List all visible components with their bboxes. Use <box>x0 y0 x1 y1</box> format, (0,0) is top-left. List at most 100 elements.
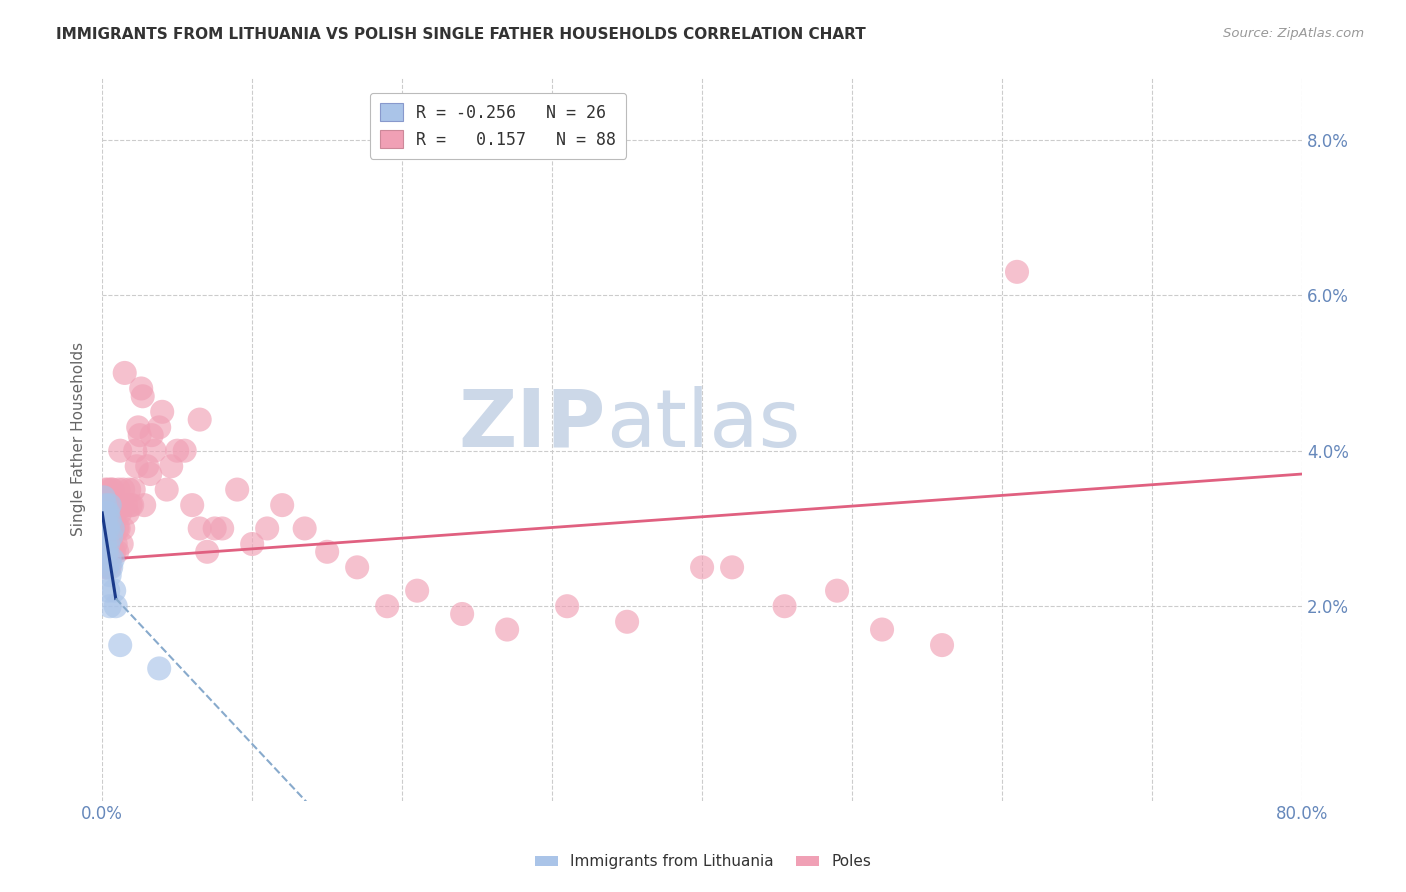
Point <box>131 389 153 403</box>
Point <box>97 537 120 551</box>
Point <box>188 521 211 535</box>
Point <box>107 521 129 535</box>
Point <box>114 366 136 380</box>
Point <box>721 560 744 574</box>
Point <box>1005 265 1028 279</box>
Point <box>97 583 120 598</box>
Point <box>94 483 117 497</box>
Point <box>94 498 117 512</box>
Point <box>98 514 121 528</box>
Point <box>181 498 204 512</box>
Point <box>100 537 122 551</box>
Point <box>173 443 195 458</box>
Point <box>105 521 128 535</box>
Point <box>496 623 519 637</box>
Point <box>294 521 316 535</box>
Point <box>226 483 249 497</box>
Point <box>101 521 124 535</box>
Point <box>406 583 429 598</box>
Point <box>690 560 713 574</box>
Point <box>96 521 118 535</box>
Point <box>101 552 124 566</box>
Point <box>128 428 150 442</box>
Point <box>98 599 121 614</box>
Legend: Immigrants from Lithuania, Poles: Immigrants from Lithuania, Poles <box>529 848 877 875</box>
Point <box>101 521 124 535</box>
Point <box>93 521 115 535</box>
Point <box>451 607 474 621</box>
Point <box>104 506 127 520</box>
Point <box>98 521 121 535</box>
Point <box>98 545 121 559</box>
Point <box>100 498 122 512</box>
Point <box>97 537 120 551</box>
Point <box>870 623 893 637</box>
Point <box>94 537 117 551</box>
Point <box>136 459 159 474</box>
Point <box>156 483 179 497</box>
Point <box>773 599 796 614</box>
Point <box>195 545 218 559</box>
Legend: R = -0.256   N = 26, R =   0.157   N = 88: R = -0.256 N = 26, R = 0.157 N = 88 <box>370 93 627 159</box>
Point <box>271 498 294 512</box>
Point <box>98 560 121 574</box>
Point <box>108 506 131 520</box>
Point <box>98 498 121 512</box>
Text: IMMIGRANTS FROM LITHUANIA VS POLISH SINGLE FATHER HOUSEHOLDS CORRELATION CHART: IMMIGRANTS FROM LITHUANIA VS POLISH SING… <box>56 27 866 42</box>
Point <box>141 428 163 442</box>
Point <box>124 443 146 458</box>
Point <box>148 661 170 675</box>
Point <box>97 506 120 520</box>
Point <box>115 498 138 512</box>
Point <box>256 521 278 535</box>
Point <box>122 483 145 497</box>
Point <box>105 545 128 559</box>
Point <box>211 521 233 535</box>
Point <box>96 521 118 535</box>
Point <box>96 560 118 574</box>
Point <box>96 498 118 512</box>
Point <box>103 545 125 559</box>
Point <box>98 498 121 512</box>
Point <box>93 521 115 535</box>
Point <box>129 382 152 396</box>
Point <box>98 552 121 566</box>
Point <box>555 599 578 614</box>
Point <box>101 545 124 559</box>
Point <box>112 483 135 497</box>
Point <box>98 568 121 582</box>
Point <box>100 529 122 543</box>
Text: ZIP: ZIP <box>458 385 606 464</box>
Point <box>96 545 118 559</box>
Point <box>111 498 134 512</box>
Point <box>204 521 226 535</box>
Y-axis label: Single Father Households: Single Father Households <box>72 342 86 536</box>
Point <box>97 483 120 497</box>
Point <box>117 506 139 520</box>
Point <box>139 467 162 481</box>
Point <box>108 443 131 458</box>
Point <box>188 412 211 426</box>
Point <box>616 615 638 629</box>
Point <box>240 537 263 551</box>
Point <box>931 638 953 652</box>
Point <box>93 498 115 512</box>
Point <box>160 459 183 474</box>
Point <box>346 560 368 574</box>
Point <box>143 443 166 458</box>
Point <box>104 537 127 551</box>
Point <box>118 483 141 497</box>
Point <box>96 506 118 520</box>
Point <box>100 483 122 497</box>
Point <box>105 498 128 512</box>
Point <box>120 498 142 512</box>
Point <box>125 459 148 474</box>
Point <box>94 514 117 528</box>
Point <box>97 506 120 520</box>
Point <box>103 498 125 512</box>
Text: atlas: atlas <box>606 385 800 464</box>
Point <box>316 545 339 559</box>
Point <box>150 405 173 419</box>
Point <box>111 537 134 551</box>
Point <box>103 521 125 535</box>
